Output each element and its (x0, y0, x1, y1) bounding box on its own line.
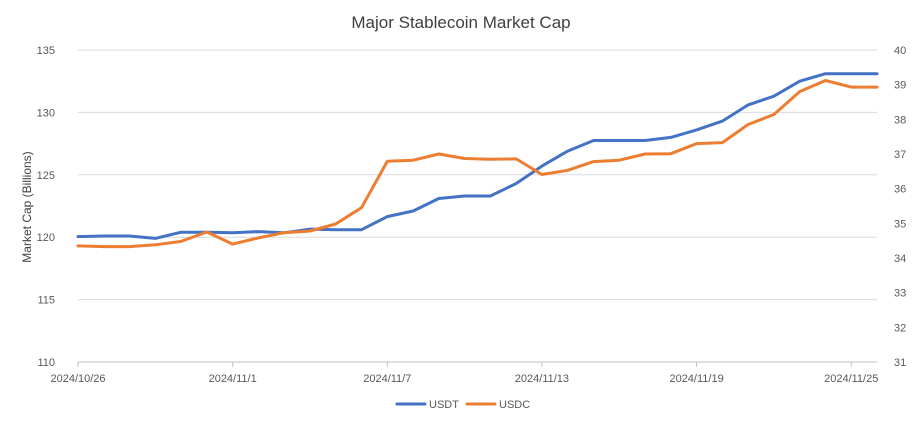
series-line-usdc (76, 79, 879, 249)
series-line-usdt (76, 72, 879, 240)
gridlines (78, 49, 877, 363)
chart-title: Major Stablecoin Market Cap (351, 13, 570, 32)
series-layer (76, 72, 879, 249)
y-tick-label-left: 115 (37, 295, 55, 307)
y-tick-label-right: 34 (894, 253, 906, 265)
x-tick-label: 2024/11/19 (669, 373, 723, 385)
y-tick-label-right: 35 (894, 218, 906, 230)
y-tick-label-left: 110 (37, 357, 55, 369)
x-tick-label: 2024/10/26 (50, 373, 105, 385)
legend-label-usdt: USDT (429, 399, 459, 411)
y-axis-right: 31 32 33 34 35 36 37 38 39 40 (894, 45, 906, 369)
y-tick-label-left: 130 (37, 107, 55, 119)
legend-label-usdc: USDC (499, 399, 530, 411)
y-tick-label-right: 40 (894, 45, 906, 57)
y-tick-label-right: 33 (894, 288, 906, 300)
y-tick-label-right: 38 (894, 114, 906, 126)
y-tick-label-right: 31 (894, 357, 906, 369)
y-axis-left: 110 115 120 125 130 135 (37, 45, 55, 369)
x-tick-label: 2024/11/25 (824, 373, 878, 385)
y-tick-label-left: 135 (37, 45, 55, 57)
legend: USDT USDC (395, 399, 530, 411)
y-tick-label-left: 120 (37, 232, 55, 244)
x-axis: 2024/10/26 2024/11/1 2024/11/7 2024/11/13 20… (50, 362, 878, 385)
x-tick-label: 2024/11/1 (209, 373, 257, 385)
y-tick-label-right: 32 (894, 322, 906, 334)
y-tick-label-right: 36 (894, 184, 906, 196)
y-tick-label-left: 125 (37, 170, 55, 182)
y-tick-label-right: 39 (894, 80, 906, 92)
x-tick-label: 2024/11/13 (515, 373, 569, 385)
y-tick-label-right: 37 (894, 149, 906, 161)
y-axis-label: Market Cap (Billions) (20, 151, 34, 262)
x-tick-label: 2024/11/7 (363, 373, 411, 385)
